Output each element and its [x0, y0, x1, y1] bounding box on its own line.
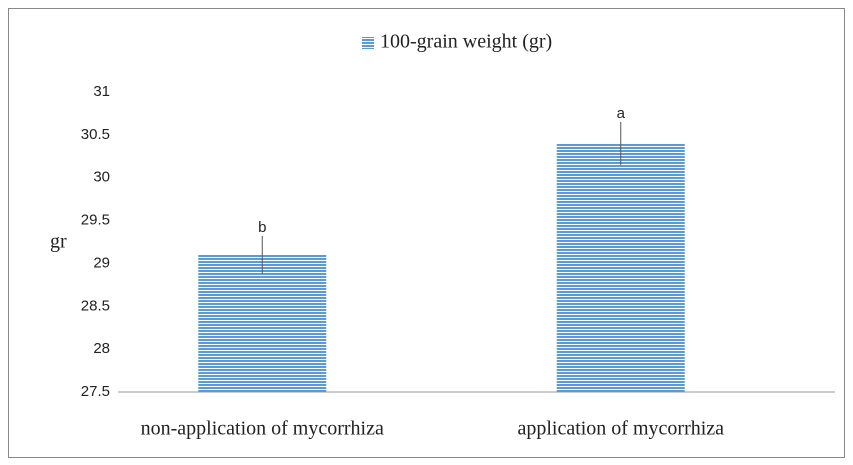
- bar: [556, 143, 685, 392]
- y-axis-label: gr: [50, 231, 67, 253]
- y-tick-label: 31: [93, 83, 110, 100]
- y-tick-label: 29.5: [81, 212, 110, 229]
- annotation: a: [617, 105, 626, 122]
- legend-swatch: [362, 37, 374, 49]
- chart-border: [8, 8, 845, 458]
- y-tick-label: 28.5: [81, 297, 110, 314]
- y-tick-label: 30.5: [81, 126, 110, 143]
- y-tick-label: 29: [93, 254, 110, 271]
- bar: [198, 254, 327, 392]
- x-tick-label: non-application of mycorrhiza: [141, 418, 384, 440]
- legend-label: 100-grain weight (gr): [380, 31, 552, 53]
- y-tick-label: 28: [93, 340, 110, 357]
- annotation: b: [258, 219, 266, 236]
- y-tick-label: 27.5: [81, 383, 110, 400]
- x-tick-label: application of mycorrhiza: [517, 418, 724, 440]
- y-tick-label: 30: [93, 169, 110, 186]
